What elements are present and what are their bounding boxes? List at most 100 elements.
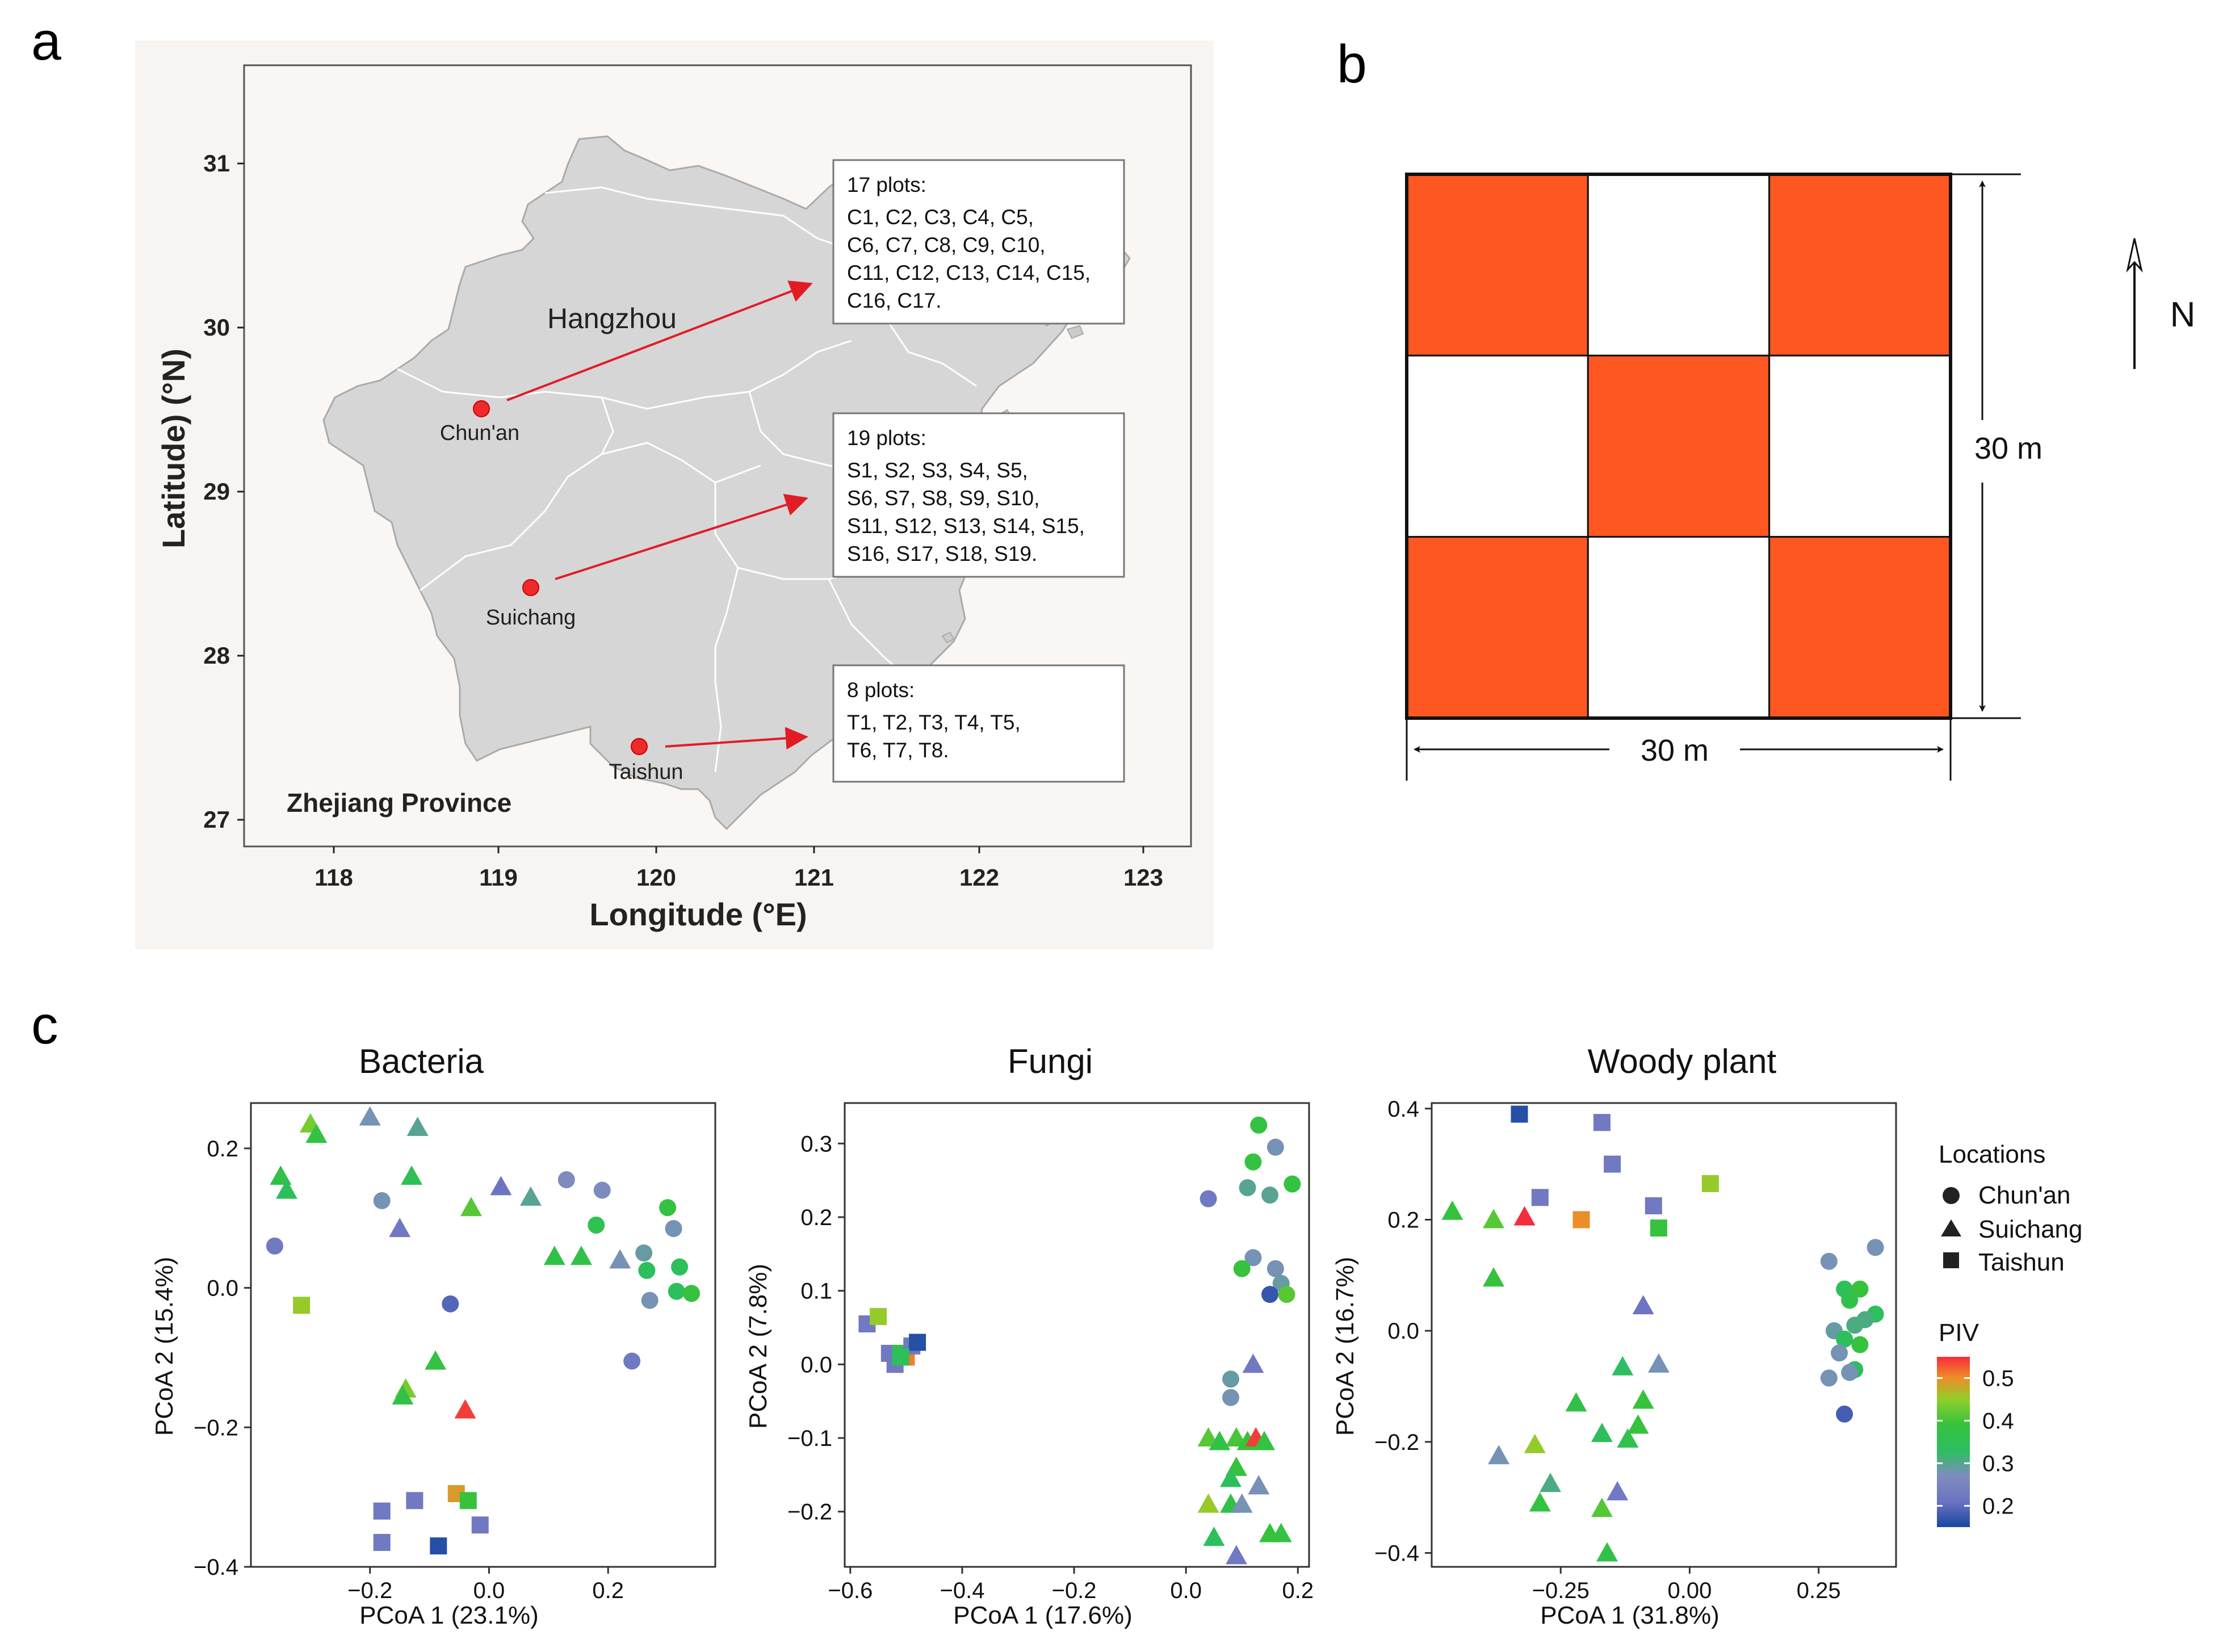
point-chunan bbox=[1261, 1286, 1279, 1303]
grid-cell-filled bbox=[1768, 173, 1952, 357]
point-chunan bbox=[266, 1237, 283, 1255]
point-suichang bbox=[359, 1106, 381, 1126]
point-suichang bbox=[1591, 1423, 1613, 1443]
callout-chunan: 17 plots: C1, C2, C3, C4, C5, C6, C7, C8… bbox=[832, 159, 1125, 325]
north-label: N bbox=[2170, 295, 2196, 334]
point-suichang bbox=[1483, 1267, 1505, 1287]
point-suichang bbox=[1632, 1295, 1654, 1315]
colorbar-tick-label: 0.3 bbox=[1982, 1452, 2014, 1477]
x-tick-label: 0.0 bbox=[1170, 1578, 1202, 1603]
point-suichang bbox=[1225, 1545, 1247, 1565]
point-taishun bbox=[1511, 1105, 1528, 1123]
point-taishun bbox=[1650, 1219, 1667, 1237]
point-chunan bbox=[1820, 1252, 1838, 1270]
point-chunan bbox=[1250, 1116, 1268, 1134]
point-chunan bbox=[1831, 1344, 1848, 1362]
callout-suichang: 19 plots: S1, S2, S3, S4, S5, S6, S7, S8… bbox=[832, 412, 1125, 578]
x-tick-label: 0.2 bbox=[592, 1578, 624, 1603]
colorbar-ticks: 0.5 0.4 0.3 0.2 bbox=[1937, 1366, 2014, 1519]
legend-locations-title: Locations bbox=[1939, 1141, 2045, 1168]
callout-taishun: 8 plots: T1, T2, T3, T4, T5, T6, T7, T8. bbox=[832, 664, 1125, 783]
point-chunan bbox=[1820, 1369, 1838, 1387]
plot-title: Woody plant bbox=[1588, 1042, 1777, 1080]
point-suichang bbox=[1647, 1353, 1670, 1373]
site-chunan-label: Chun'an bbox=[440, 421, 519, 445]
point-suichang bbox=[1270, 1523, 1292, 1542]
callout-line: C6, C7, C8, C9, C10, bbox=[847, 233, 1046, 257]
point-taishun bbox=[1572, 1211, 1590, 1228]
arrow-chunan bbox=[506, 280, 813, 401]
callout-box bbox=[832, 159, 1125, 325]
point-chunan bbox=[1867, 1239, 1884, 1256]
point-chunan bbox=[1851, 1280, 1869, 1298]
point-chunan bbox=[671, 1258, 689, 1276]
dimension-lines bbox=[1406, 173, 2021, 781]
point-suichang bbox=[425, 1350, 447, 1370]
panel-a-map: 31 30 29 28 27 118 119 120 121 122 123 L… bbox=[135, 41, 1214, 949]
x-axis-label: PCoA 1 (17.6%) bbox=[953, 1601, 1133, 1629]
point-taishun bbox=[909, 1334, 926, 1351]
y-tick-label: 0.3 bbox=[800, 1131, 832, 1156]
point-chunan bbox=[1222, 1389, 1240, 1406]
x-tick-label: −0.25 bbox=[1532, 1578, 1589, 1603]
point-suichang bbox=[1617, 1428, 1639, 1448]
pcoa-plots: Bacteria −0.2 0.0 0.2 −0.4 −0.2 0.0 0.2 PCoA 1 (… bbox=[150, 1042, 1897, 1629]
point-suichang bbox=[1231, 1493, 1253, 1513]
point-suichang bbox=[1632, 1389, 1654, 1409]
y-tick-label: 0.0 bbox=[800, 1352, 832, 1377]
point-chunan bbox=[1233, 1260, 1251, 1277]
point-chunan bbox=[635, 1244, 653, 1262]
y-tick-label: 0.2 bbox=[800, 1205, 832, 1230]
point-suichang bbox=[1627, 1414, 1649, 1434]
site-chunan-dot bbox=[473, 400, 490, 417]
point-taishun bbox=[293, 1297, 311, 1314]
arrow-taishun bbox=[665, 727, 808, 750]
x-tick-122: 122 bbox=[959, 864, 999, 891]
point-chunan bbox=[1278, 1286, 1295, 1303]
x-axis-label: PCoA 1 (23.1%) bbox=[359, 1601, 539, 1629]
point-chunan bbox=[1851, 1336, 1869, 1353]
y-tick-label: −0.2 bbox=[787, 1500, 832, 1525]
point-suichang bbox=[543, 1246, 565, 1265]
pcoa-plot-woody-plant: Woody plant −0.25 0.00 0.25 −0.4 −0.2 0.0 0.2 0.… bbox=[1331, 1042, 1897, 1629]
pcoa-plot-bacteria: Bacteria −0.2 0.0 0.2 −0.4 −0.2 0.0 0.2 PCoA 1 (… bbox=[150, 1042, 716, 1629]
y-tick-label: 0.4 bbox=[1387, 1097, 1419, 1122]
point-chunan bbox=[442, 1295, 459, 1313]
legend-triangle-symbol bbox=[1941, 1219, 1961, 1236]
point-chunan bbox=[668, 1282, 685, 1300]
bottom-dimension-label: 30 m bbox=[1641, 733, 1709, 768]
point-taishun bbox=[870, 1308, 887, 1326]
point-suichang bbox=[1524, 1433, 1546, 1453]
panel-b-label: b bbox=[1337, 34, 1367, 94]
y-axis-label: PCoA 2 (15.4%) bbox=[150, 1257, 178, 1436]
point-chunan bbox=[557, 1171, 575, 1189]
point-suichang bbox=[1203, 1527, 1225, 1546]
y-tick-29: 29 bbox=[203, 478, 230, 505]
point-suichang bbox=[460, 1197, 483, 1217]
point-taishun bbox=[373, 1502, 391, 1520]
point-chunan bbox=[623, 1352, 641, 1370]
point-suichang bbox=[1529, 1492, 1551, 1512]
point-chunan bbox=[1266, 1260, 1284, 1277]
point-chunan bbox=[659, 1199, 677, 1217]
plot-frame bbox=[1431, 1102, 1897, 1568]
point-chunan bbox=[665, 1220, 682, 1238]
point-chunan bbox=[638, 1261, 656, 1279]
legend: Locations Chun'an Suichang Taishun PIV 0… bbox=[1937, 1141, 2082, 1527]
y-tick-label: −0.4 bbox=[1374, 1541, 1419, 1566]
plot-title: Fungi bbox=[1008, 1042, 1093, 1080]
point-taishun bbox=[1531, 1189, 1549, 1206]
callout-line: S1, S2, S3, S4, S5, bbox=[847, 459, 1028, 482]
point-taishun bbox=[406, 1492, 423, 1510]
point-taishun bbox=[373, 1534, 391, 1551]
y-tick-27: 27 bbox=[203, 806, 230, 833]
side-dimension-label: 30 m bbox=[1974, 431, 2043, 466]
point-suichang bbox=[1483, 1209, 1505, 1228]
point-suichang bbox=[454, 1399, 476, 1419]
point-suichang bbox=[1565, 1392, 1587, 1412]
x-tick-label: −0.6 bbox=[828, 1578, 873, 1603]
y-tick-31: 31 bbox=[203, 150, 230, 177]
callout-title: 8 plots: bbox=[847, 678, 915, 702]
point-taishun bbox=[892, 1348, 909, 1366]
